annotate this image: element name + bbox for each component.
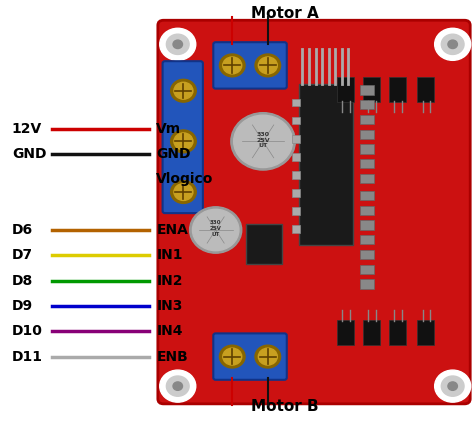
Bar — [360, 206, 374, 215]
Bar — [360, 130, 374, 139]
FancyBboxPatch shape — [337, 77, 354, 102]
Text: IN2: IN2 — [156, 273, 183, 288]
Text: D10: D10 — [12, 324, 43, 338]
Bar — [246, 224, 282, 264]
Text: 330
25V
UT: 330 25V UT — [210, 220, 222, 237]
Circle shape — [441, 34, 464, 54]
Text: GND: GND — [156, 147, 191, 161]
Bar — [292, 207, 300, 215]
FancyBboxPatch shape — [163, 61, 203, 213]
FancyBboxPatch shape — [337, 320, 354, 345]
Circle shape — [166, 34, 189, 54]
Circle shape — [173, 382, 182, 390]
Circle shape — [258, 57, 277, 74]
Bar — [292, 117, 300, 124]
Text: GND: GND — [12, 147, 46, 161]
Bar — [360, 174, 374, 183]
Bar — [360, 159, 374, 168]
FancyBboxPatch shape — [363, 77, 380, 102]
Bar — [360, 115, 374, 124]
Bar — [360, 85, 374, 95]
Circle shape — [234, 115, 292, 168]
Bar — [292, 171, 300, 179]
Text: IN3: IN3 — [156, 299, 183, 313]
Circle shape — [255, 54, 281, 77]
Text: 330
25V
UT: 330 25V UT — [256, 132, 270, 149]
Text: D7: D7 — [12, 248, 33, 262]
Circle shape — [435, 370, 471, 402]
Circle shape — [173, 40, 182, 49]
Circle shape — [448, 40, 457, 49]
Bar — [292, 153, 300, 161]
Bar — [360, 191, 374, 200]
Text: 12V: 12V — [12, 122, 42, 136]
Circle shape — [435, 28, 471, 60]
Text: IN4: IN4 — [156, 324, 183, 338]
Text: ENA: ENA — [156, 223, 188, 237]
Circle shape — [171, 181, 196, 203]
FancyBboxPatch shape — [417, 77, 434, 102]
Circle shape — [171, 130, 196, 153]
Circle shape — [255, 345, 281, 368]
FancyBboxPatch shape — [417, 320, 434, 345]
Bar — [360, 279, 374, 289]
Circle shape — [219, 345, 245, 368]
Text: Vlogico: Vlogico — [156, 172, 214, 187]
Bar — [360, 220, 374, 230]
FancyBboxPatch shape — [158, 20, 470, 404]
Bar — [360, 100, 374, 109]
Bar — [360, 250, 374, 259]
Circle shape — [160, 28, 196, 60]
Bar — [292, 135, 300, 143]
Circle shape — [174, 82, 193, 99]
Bar — [299, 84, 353, 245]
Bar — [360, 265, 374, 274]
Text: Motor B: Motor B — [251, 399, 318, 414]
Circle shape — [166, 376, 189, 396]
Circle shape — [190, 207, 242, 253]
FancyBboxPatch shape — [389, 77, 406, 102]
Text: Motor A: Motor A — [251, 6, 318, 22]
Text: ENB: ENB — [156, 349, 188, 364]
Circle shape — [223, 348, 242, 365]
Circle shape — [219, 54, 245, 77]
FancyBboxPatch shape — [213, 333, 287, 380]
Bar — [360, 235, 374, 244]
Text: Vm: Vm — [156, 122, 182, 136]
Circle shape — [223, 57, 242, 74]
Bar — [360, 144, 374, 154]
Text: D6: D6 — [12, 223, 33, 237]
FancyBboxPatch shape — [213, 42, 287, 89]
Text: D8: D8 — [12, 273, 33, 288]
Bar — [292, 99, 300, 106]
FancyBboxPatch shape — [389, 320, 406, 345]
Text: D9: D9 — [12, 299, 33, 313]
FancyBboxPatch shape — [363, 320, 380, 345]
Circle shape — [171, 79, 196, 102]
Bar — [292, 189, 300, 197]
Circle shape — [231, 113, 295, 170]
Circle shape — [174, 133, 193, 150]
Circle shape — [160, 370, 196, 402]
Bar — [292, 225, 300, 233]
Circle shape — [192, 209, 239, 251]
Circle shape — [258, 348, 277, 365]
Circle shape — [174, 184, 193, 200]
Circle shape — [441, 376, 464, 396]
Text: IN1: IN1 — [156, 248, 183, 262]
Circle shape — [448, 382, 457, 390]
Text: D11: D11 — [12, 349, 43, 364]
